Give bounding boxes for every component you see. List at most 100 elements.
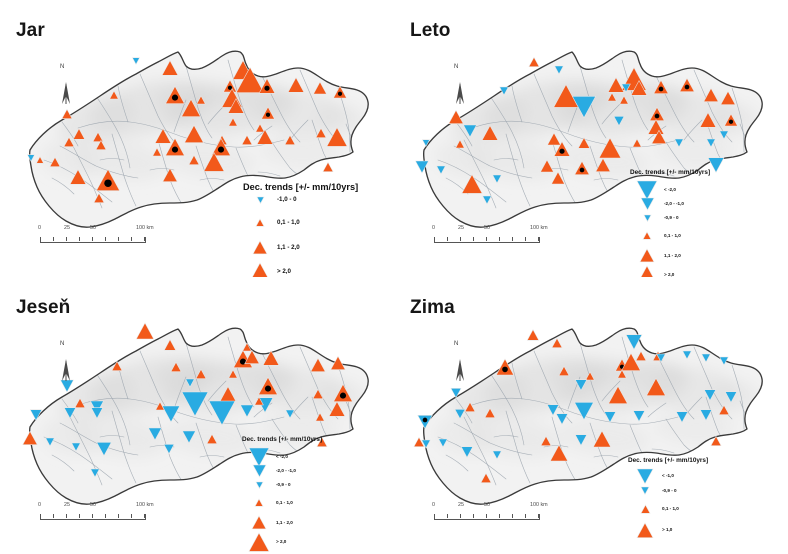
- legend-symbol: [242, 515, 276, 530]
- legend-rows: < -2,0 -2,0 - -1,0 -0,9 - 0 0,1 - 1,0 1,1 - …: [242, 447, 322, 553]
- scale-bar-tick: [118, 237, 119, 241]
- triangle-down-icon: [251, 465, 267, 478]
- trend-symbol: [630, 80, 648, 96]
- significance-dot: [264, 85, 270, 91]
- legend-symbol: [628, 504, 662, 514]
- trend-symbol: [315, 127, 327, 138]
- trend-symbol: [235, 66, 265, 93]
- legend-rows: < -2,0 -2,0 - -1,0 -0,9 - 0 0,1 - 1,0 1,1 - …: [630, 180, 710, 277]
- triangle-up-icon: [254, 498, 264, 508]
- trend-symbol: [547, 132, 561, 146]
- trend-symbol: [312, 388, 324, 399]
- trend-symbol: [558, 365, 570, 376]
- triangle-up-icon: [252, 262, 268, 277]
- trend-symbol: [699, 112, 717, 128]
- trend-symbol: [154, 128, 172, 144]
- legend-label: > 2,0: [277, 268, 291, 276]
- trend-symbol: [285, 409, 295, 419]
- scale-bar-tick: [144, 237, 145, 241]
- trend-symbol: [577, 137, 591, 149]
- legend-symbol: [242, 532, 276, 553]
- trend-symbol: [617, 369, 627, 379]
- legend-row: > 2,0: [242, 532, 286, 553]
- map-canvas-jar: [0, 0, 394, 277]
- trend-symbol: [603, 411, 617, 423]
- trend-symbol: [228, 117, 238, 127]
- triangle-up-icon: [640, 504, 650, 514]
- trend-symbol: [315, 412, 325, 422]
- scale-bar-tick: [512, 237, 513, 241]
- significance-dot: [339, 392, 347, 399]
- scale-bar-label: 100 km: [136, 225, 154, 231]
- legend-label: > 2,0: [664, 272, 675, 277]
- trend-symbol: [90, 468, 100, 478]
- trend-symbol: [553, 84, 579, 108]
- legend-label: > 1,0: [662, 527, 673, 533]
- legend-label: -0,9 - 0: [276, 482, 291, 488]
- scale-bar-tick: [499, 514, 500, 518]
- legend-title: Dec. trends [+/- mm/10yrs]: [242, 436, 323, 443]
- legend-label: 0,1 - 1,0: [277, 218, 300, 226]
- legend-label: -2,0 - -1,0: [276, 468, 296, 474]
- trend-symbol: [724, 391, 738, 403]
- trend-symbol: [240, 404, 254, 418]
- trend-symbol: [148, 427, 162, 441]
- trend-symbol: [619, 95, 629, 105]
- map-canvas-jesen: [0, 277, 394, 554]
- trend-symbol: [574, 434, 588, 446]
- legend-label: -2,0 - -1,0: [664, 201, 684, 207]
- north-arrow: N: [57, 64, 75, 104]
- scale-bar-tick: [40, 237, 41, 241]
- north-arrow-icon: [62, 359, 70, 381]
- triangle-up-icon: [642, 231, 652, 241]
- legend-label: < -2,0: [276, 454, 288, 460]
- legend-row: -0,9 - 0: [628, 486, 677, 496]
- north-arrow-icon: [456, 82, 464, 104]
- trend-symbol: [701, 353, 711, 363]
- scale-bar-labels: 0 25 50 100 km: [432, 502, 548, 512]
- north-arrow-label: N: [60, 64, 65, 70]
- scale-bar-tick: [66, 514, 67, 518]
- scale-bar-tick: [40, 514, 41, 518]
- trend-symbol: [455, 139, 465, 149]
- significance-dot: [579, 167, 585, 173]
- scale-bar-tick: [473, 237, 474, 241]
- trend-symbol: [464, 401, 476, 412]
- legend-row: > 2,0: [243, 262, 291, 277]
- slovakia-map-jesen: [22, 322, 369, 505]
- scale-bar-labels: 0 25 50 100 km: [38, 502, 154, 512]
- trend-symbol: [703, 389, 717, 401]
- trend-symbol: [421, 439, 431, 449]
- trend-symbol: [585, 371, 595, 381]
- trend-symbol: [632, 410, 646, 422]
- trend-symbol: [460, 446, 474, 458]
- legend-symbol: [630, 265, 664, 277]
- trend-symbol: [60, 379, 74, 393]
- scale-bar-label: 0: [38, 502, 41, 508]
- legend-title: Dec. trends [+/- mm/10yrs]: [243, 182, 359, 192]
- slovakia-map-leto: [415, 50, 763, 228]
- trend-symbol: [592, 430, 612, 448]
- trend-symbol: [540, 159, 554, 173]
- trend-symbol: [703, 87, 719, 102]
- trend-symbol: [625, 334, 643, 350]
- legend-symbol: [630, 231, 664, 241]
- north-arrow: N: [57, 341, 75, 381]
- scale-bar-tick: [53, 514, 54, 518]
- legend-symbol: [242, 498, 276, 508]
- trend-symbol: [682, 350, 692, 360]
- legend-row: < -2,0: [630, 180, 676, 201]
- north-arrow-icon: [456, 359, 464, 381]
- scale-bar-tick: [525, 514, 526, 518]
- trend-symbol: [448, 109, 464, 124]
- panel-leto: Leto N 0 25 50 100 km Dec. trends [+/- mm/10yr…: [394, 0, 788, 277]
- trend-symbol: [29, 409, 43, 421]
- scale-bar-tick: [525, 237, 526, 241]
- trend-symbol: [96, 442, 112, 457]
- trend-symbol: [607, 92, 617, 102]
- scale-bar-tick: [460, 237, 461, 241]
- scale-bar-label: 25: [64, 502, 70, 508]
- trend-symbol: [22, 430, 38, 445]
- significance-dot: [104, 179, 112, 187]
